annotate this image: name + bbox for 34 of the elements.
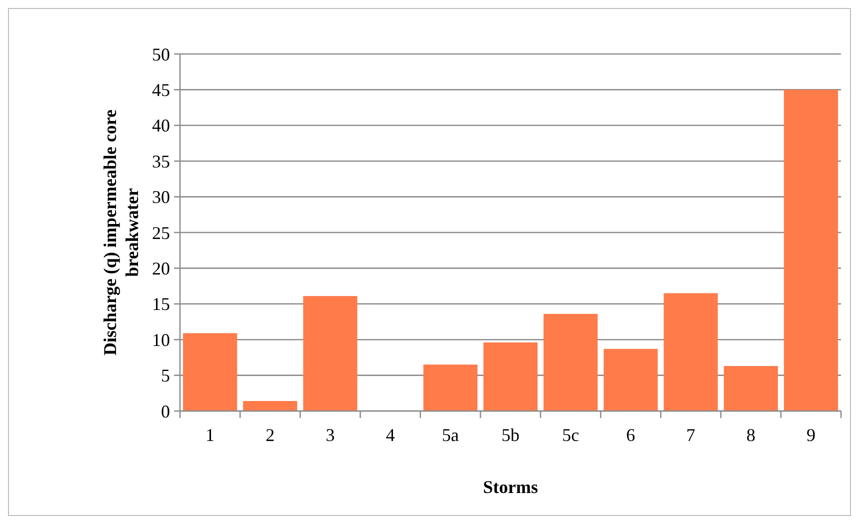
bar <box>724 366 778 411</box>
bar <box>303 296 358 411</box>
bar <box>483 342 538 411</box>
y-tick-label: 0 <box>161 401 170 422</box>
x-tick-label: 1 <box>206 425 215 445</box>
y-tick-label: 5 <box>161 366 170 386</box>
bar <box>183 333 238 411</box>
x-tick-label: 5c <box>562 425 580 445</box>
bar <box>423 364 478 411</box>
y-tick-label: 40 <box>152 116 170 136</box>
x-tick-label: 9 <box>806 425 816 445</box>
x-tick-label: 4 <box>386 425 395 445</box>
y-tick-label: 15 <box>152 294 170 314</box>
y-tick-label: 10 <box>152 330 170 350</box>
x-tick-label: 6 <box>626 425 636 445</box>
x-tick-label: 2 <box>266 425 275 445</box>
y-tick-label: 20 <box>152 258 170 278</box>
bar <box>664 293 718 411</box>
x-tick-label: 7 <box>686 425 696 445</box>
x-axis-title: Storms <box>483 477 538 497</box>
x-tick-label: 3 <box>326 425 335 445</box>
y-tick-label: 25 <box>152 222 170 243</box>
y-tick-label: 50 <box>152 44 170 64</box>
y-tick-label: 35 <box>152 151 170 172</box>
x-tick-label: 5b <box>502 425 520 445</box>
bar <box>604 348 658 411</box>
y-tick-label: 45 <box>152 80 170 100</box>
x-tick-label: 5a <box>442 425 459 445</box>
bar <box>784 90 838 411</box>
y-axis-title: Discharge (q) impermeable core breakwater <box>100 109 142 356</box>
bar <box>544 314 598 411</box>
bar <box>243 401 298 411</box>
y-tick-label: 30 <box>152 187 170 208</box>
x-tick-label: 8 <box>746 425 756 445</box>
